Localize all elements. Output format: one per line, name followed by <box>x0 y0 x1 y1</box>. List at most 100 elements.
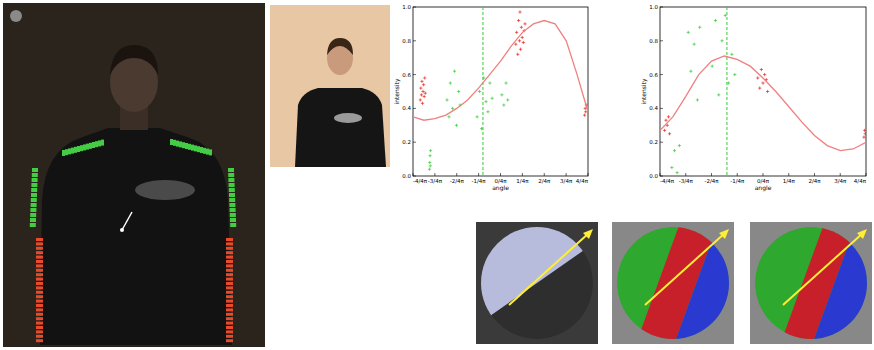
sample-point <box>763 73 766 76</box>
sample-point <box>457 90 460 93</box>
sample-strip <box>226 286 233 289</box>
lit-side <box>440 186 595 324</box>
sample-point <box>447 115 450 118</box>
sample-strip <box>170 139 173 145</box>
sample-strip <box>36 264 43 267</box>
y-tick-label: 0.4 <box>649 105 658 111</box>
x-tick <box>544 173 545 176</box>
sample-strip <box>68 148 71 154</box>
sample-strip <box>62 150 65 156</box>
normal-marker <box>122 212 132 230</box>
sample-strip <box>226 282 233 285</box>
sample-strip <box>36 313 43 316</box>
sample-point <box>518 10 521 13</box>
sample-point <box>667 115 670 118</box>
y-tick <box>660 74 663 75</box>
x-tick-label: 3/4π <box>560 178 573 184</box>
blue-region <box>804 215 874 350</box>
y-tick <box>660 7 663 8</box>
sample-point <box>766 90 769 93</box>
sample-point <box>428 161 431 164</box>
sample-strip <box>226 308 233 311</box>
sample-strip <box>86 144 89 150</box>
x-tick <box>588 173 589 176</box>
sample-point <box>428 168 431 171</box>
sample-strip <box>226 260 233 263</box>
sample-point <box>727 81 730 84</box>
sphere-render <box>440 186 598 344</box>
sample-strip <box>226 242 233 245</box>
sample-strip <box>83 144 86 150</box>
light-direction <box>509 233 589 305</box>
sample-strip <box>229 198 235 202</box>
sample-point <box>419 98 422 101</box>
sample-point <box>423 76 426 79</box>
sample-strip <box>226 251 233 254</box>
sample-point <box>515 31 518 34</box>
fit-curve <box>660 56 866 151</box>
sample-strip <box>182 142 185 148</box>
sample-point <box>676 171 679 174</box>
sample-strip <box>36 286 43 289</box>
sample-point <box>500 93 503 96</box>
sample-strip <box>31 183 37 187</box>
y-tick <box>660 142 663 143</box>
reference-print <box>334 113 362 123</box>
x-tick <box>660 173 661 176</box>
sample-point <box>423 95 426 98</box>
sample-strip <box>229 203 235 207</box>
sample-strip <box>95 141 98 147</box>
y-tick <box>413 142 416 143</box>
x-tick-label: -2/4π <box>704 178 719 184</box>
sample-strip <box>36 317 43 320</box>
plot-frame <box>660 7 866 176</box>
sample-strip <box>230 218 236 222</box>
sample-strip <box>32 168 38 172</box>
marks <box>413 7 588 176</box>
x-axis-label: angle <box>492 184 509 192</box>
sample-strip <box>36 322 43 325</box>
hair <box>110 45 158 75</box>
x-tick-label: -2/4π <box>450 178 465 184</box>
sample-point <box>714 19 717 22</box>
sample-strip <box>30 223 36 227</box>
sample-point <box>698 26 701 29</box>
sample-point <box>504 81 507 84</box>
x-tick <box>413 173 414 176</box>
light-direction <box>783 233 863 305</box>
sample-strip <box>230 208 236 212</box>
main-photo <box>3 3 265 347</box>
sample-strip <box>31 203 37 207</box>
sample-point <box>673 149 676 152</box>
sample-point <box>711 65 714 68</box>
sample-strip <box>209 149 212 155</box>
sample-point <box>451 107 454 110</box>
sample-point <box>696 98 699 101</box>
sample-strip <box>36 273 43 276</box>
sample-strip <box>36 269 43 272</box>
sample-point <box>482 76 485 79</box>
sample-point <box>689 70 692 73</box>
sample-strip <box>226 247 233 250</box>
sample-strip <box>226 291 233 294</box>
sample-strip <box>98 140 101 146</box>
x-tick-label: -1/4π <box>730 178 745 184</box>
plot-frame <box>413 7 588 176</box>
sample-strip <box>36 278 43 281</box>
sample-point <box>864 132 866 135</box>
x-tick <box>763 173 764 176</box>
sample-strip <box>74 147 77 153</box>
sample-strip <box>36 238 43 241</box>
sample-strip <box>200 147 203 153</box>
sample-strip <box>226 335 233 338</box>
marks <box>660 7 866 176</box>
sample-strip <box>226 278 233 281</box>
sample-point <box>455 124 458 127</box>
reference-hair <box>327 38 353 55</box>
normal-marker-dot <box>120 228 124 232</box>
sample-point <box>514 43 517 46</box>
sample-point <box>863 129 866 132</box>
sample-strip <box>30 208 36 212</box>
x-tick <box>522 173 523 176</box>
sample-point <box>523 22 526 25</box>
